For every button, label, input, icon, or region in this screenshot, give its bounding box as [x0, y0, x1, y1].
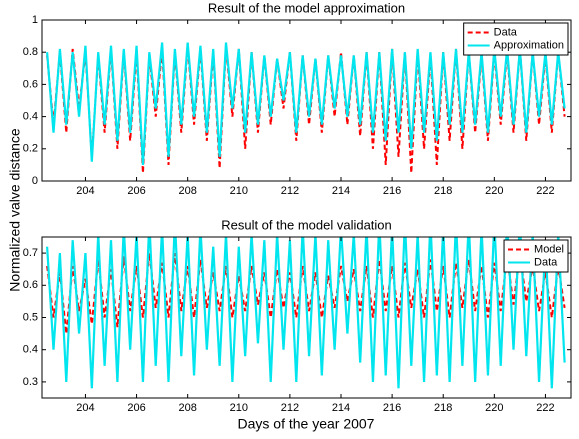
- y-tick-label: 0.4: [23, 111, 38, 123]
- x-tick-label: 208: [178, 185, 196, 197]
- x-tick-label: 218: [434, 185, 452, 197]
- x-tick-label: 206: [127, 185, 145, 197]
- y-tick-label: 0.6: [23, 78, 38, 90]
- legend-label: Approximation: [494, 39, 564, 51]
- y-axis-label: Normalized valve distance: [7, 128, 23, 292]
- x-tick-label: 216: [383, 402, 401, 414]
- legend-box: [463, 22, 569, 56]
- y-tick-label: 0.2: [23, 143, 38, 155]
- y-tick-label: 0.6: [23, 279, 38, 291]
- x-axis-label: Days of the year 2007: [238, 416, 375, 432]
- x-tick-label: 220: [485, 185, 503, 197]
- x-tick-label: 214: [332, 402, 350, 414]
- y-tick-label: 0.7: [23, 247, 38, 259]
- y-tick-label: 0.5: [23, 311, 38, 323]
- y-tick-label: 1: [32, 14, 38, 26]
- y-tick-label: 0.3: [23, 376, 38, 388]
- y-tick-label: 0.8: [23, 46, 38, 58]
- series-group: [46, 42, 566, 174]
- legend-box: [503, 239, 569, 273]
- legend-label: Data: [494, 26, 518, 38]
- legend-label: Model: [534, 243, 564, 255]
- x-tick-label: 210: [230, 185, 248, 197]
- x-tick-label: 206: [127, 402, 145, 414]
- x-tick-label: 212: [281, 185, 299, 197]
- x-tick-label: 210: [230, 402, 248, 414]
- chart-title: Result of the model validation: [221, 217, 392, 232]
- data-line: [46, 237, 566, 389]
- legend-label: Data: [534, 256, 558, 268]
- x-tick-label: 218: [434, 402, 452, 414]
- x-tick-label: 204: [76, 185, 94, 197]
- x-tick-label: 208: [178, 402, 196, 414]
- x-tick-label: 216: [383, 185, 401, 197]
- x-tick-label: 212: [281, 402, 299, 414]
- x-tick-label: 204: [76, 402, 94, 414]
- axes-frame: [41, 19, 572, 182]
- data-line: [46, 42, 566, 165]
- x-tick-label: 222: [536, 402, 554, 414]
- series-group: [46, 237, 566, 389]
- x-tick-label: 214: [332, 185, 350, 197]
- x-tick-label: 222: [536, 185, 554, 197]
- y-tick-label: 0.4: [23, 344, 38, 356]
- x-tick-label: 220: [485, 402, 503, 414]
- chart-title: Result of the model approximation: [208, 0, 405, 15]
- y-tick-label: 0: [32, 175, 38, 187]
